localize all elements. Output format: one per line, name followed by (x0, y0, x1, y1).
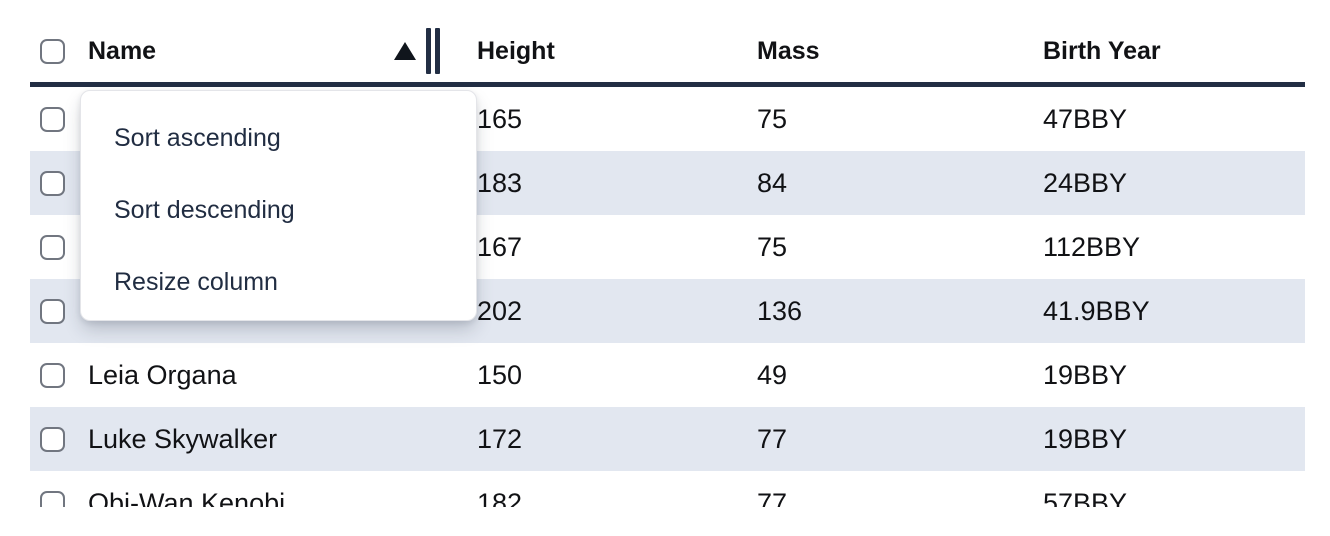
column-header-name[interactable]: Name (78, 20, 467, 82)
cell-name: Luke Skywalker (88, 423, 278, 454)
row-checkbox[interactable] (40, 170, 65, 196)
table-row: 167 75 112BBY (30, 215, 1305, 279)
cell-mass: 84 (757, 167, 788, 198)
row-checkbox[interactable] (40, 490, 65, 507)
menu-item-sort-ascending[interactable]: Sort ascending (114, 123, 281, 152)
cell-mass: 49 (757, 359, 788, 390)
cell-name: Leia Organa (88, 359, 237, 390)
cell-height: 165 (477, 103, 523, 134)
column-header-height[interactable]: Height (477, 36, 555, 65)
row-checkbox[interactable] (40, 106, 65, 132)
column-header-birth-year[interactable]: Birth Year (1043, 36, 1161, 65)
row-checkbox[interactable] (40, 362, 65, 388)
cell-height: 182 (477, 487, 523, 508)
row-checkbox[interactable] (40, 298, 65, 324)
table-row: Leia Organa 150 49 19BBY (30, 343, 1305, 407)
cell-mass: 136 (757, 295, 803, 326)
cell-mass: 77 (757, 487, 788, 508)
table-header-row: Name Height Mass Birth Year (30, 0, 1305, 87)
menu-item-sort-descending[interactable]: Sort descending (114, 195, 295, 224)
table-row: Obi-Wan Kenobi 182 77 57BBY (30, 471, 1305, 507)
table-row: Luke Skywalker 172 77 19BBY (30, 407, 1305, 471)
cell-name: Obi-Wan Kenobi (88, 487, 286, 508)
select-all-checkbox[interactable] (40, 38, 65, 64)
cell-birth-year: 47BBY (1043, 103, 1128, 134)
cell-birth-year: 24BBY (1043, 167, 1128, 198)
header-checkbox-cell (30, 20, 78, 82)
cell-birth-year: 41.9BBY (1043, 295, 1150, 326)
column-header-name-label: Name (88, 36, 157, 65)
cell-height: 172 (477, 423, 523, 454)
sort-ascending-icon (394, 42, 416, 60)
cell-mass: 75 (757, 103, 788, 134)
column-resize-handle-icon[interactable] (426, 28, 440, 74)
row-checkbox[interactable] (40, 426, 65, 452)
cell-height: 167 (477, 231, 523, 262)
cell-height: 183 (477, 167, 523, 198)
cell-birth-year: 57BBY (1043, 487, 1128, 508)
cell-mass: 77 (757, 423, 788, 454)
cell-height: 150 (477, 359, 523, 390)
row-checkbox[interactable] (40, 234, 65, 260)
column-context-menu: Sort ascending Sort descending Resize co… (80, 90, 477, 321)
cell-height: 202 (477, 295, 523, 326)
cell-birth-year: 19BBY (1043, 423, 1128, 454)
column-header-mass[interactable]: Mass (757, 36, 820, 65)
cell-mass: 75 (757, 231, 788, 262)
menu-item-resize-column[interactable]: Resize column (114, 267, 278, 296)
table-row: 165 75 47BBY (30, 87, 1305, 151)
cell-birth-year: 19BBY (1043, 359, 1128, 390)
cell-birth-year: 112BBY (1043, 231, 1141, 262)
